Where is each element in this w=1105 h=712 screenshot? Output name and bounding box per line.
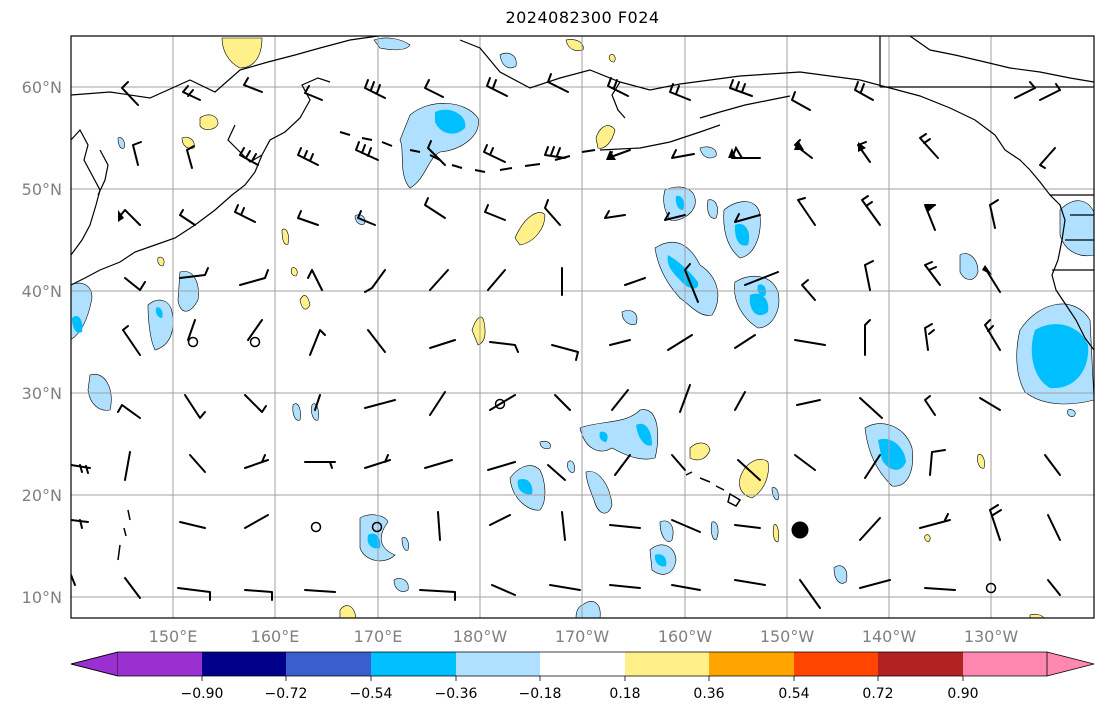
colorbar-bin — [709, 652, 794, 676]
lat-label: 60°N — [22, 78, 62, 97]
calm-markers — [187, 336, 997, 594]
lat-label: 10°N — [22, 588, 62, 607]
colorbar-bin — [286, 652, 371, 676]
lon-label: 140°W — [862, 627, 917, 646]
lat-label: 30°N — [22, 384, 62, 403]
lon-label: 160°E — [251, 627, 300, 646]
colorbar-label: −0.54 — [350, 686, 393, 702]
lon-label: 150°E — [149, 627, 198, 646]
map-frame — [70, 35, 1095, 619]
colorbar-label: 0.72 — [862, 686, 893, 702]
colorbar-label: −0.36 — [435, 686, 478, 702]
colorbar-bin — [371, 652, 456, 676]
lon-label: 160°W — [658, 627, 713, 646]
longitude-labels: 150°E 160°E 170°E 180°W 170°W 160°W 150°… — [149, 627, 1019, 646]
positive-anomaly — [157, 37, 1045, 618]
chart-title: 2024082300 F024 — [505, 8, 660, 27]
negative-anomaly-strong — [72, 109, 1089, 567]
wind-barbs — [71, 73, 1061, 609]
lon-label: 170°W — [555, 627, 610, 646]
colorbar-label: 0.90 — [947, 686, 978, 702]
lon-label: 150°W — [760, 627, 815, 646]
colorbar-bin — [456, 652, 540, 676]
colorbar-bin — [963, 652, 1047, 676]
pennant-flags — [118, 140, 992, 275]
colorbar-bin — [878, 652, 963, 676]
colorbar: −0.90 −0.72 −0.54 −0.36 −0.18 0.18 0.36 … — [70, 651, 1095, 702]
colorbar-label: −0.90 — [181, 686, 224, 702]
lon-label: 170°E — [354, 627, 403, 646]
lat-label: 50°N — [22, 180, 62, 199]
lat-label: 20°N — [22, 486, 62, 505]
storm-marker — [791, 521, 809, 539]
colorbar-label: 0.54 — [778, 686, 809, 702]
colorbar-max-extend — [1046, 651, 1095, 677]
colorbar-label: −0.72 — [265, 686, 308, 702]
colorbar-bin — [118, 652, 202, 676]
graticule — [71, 36, 1094, 618]
coastlines — [71, 36, 1094, 561]
latitude-labels: 60°N 50°N 40°N 30°N 20°N 10°N — [22, 78, 62, 607]
colorbar-bin — [625, 652, 709, 676]
colorbar-min-extend — [70, 651, 119, 677]
colorbar-label: 0.18 — [609, 686, 640, 702]
colorbar-bin — [794, 652, 878, 676]
colorbar-bin — [540, 652, 625, 676]
colorbar-label: 0.36 — [693, 686, 724, 702]
colorbar-label: −0.18 — [519, 686, 562, 702]
lon-label: 180°W — [453, 627, 508, 646]
lon-label: 130°W — [964, 627, 1019, 646]
lat-label: 40°N — [22, 282, 62, 301]
colorbar-bin — [202, 652, 286, 676]
